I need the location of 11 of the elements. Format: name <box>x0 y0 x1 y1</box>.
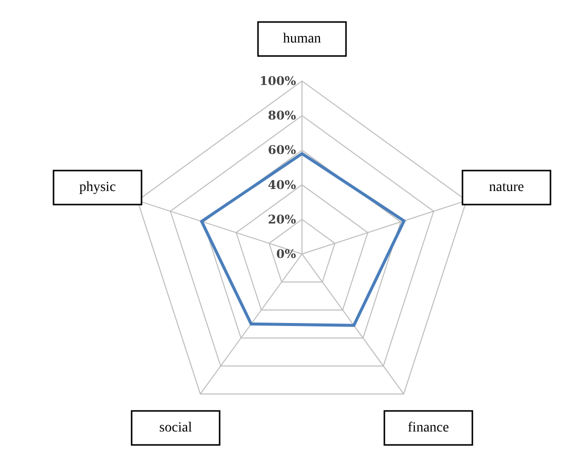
y-tick-label: 80% <box>268 108 297 123</box>
spoke-label: human <box>282 32 322 46</box>
y-tick-label: 40% <box>268 178 297 192</box>
y-tick-label: 60% <box>268 143 297 158</box>
y-tick-label: 100% <box>260 74 297 88</box>
y-tick-label: 0% <box>276 247 297 261</box>
spoke-label: physic <box>79 180 116 196</box>
spoke-label: nature <box>488 180 524 196</box>
spoke-label: finance <box>408 420 449 436</box>
spoke-label: social <box>159 420 192 436</box>
y-tick-label: 20% <box>268 212 297 226</box>
